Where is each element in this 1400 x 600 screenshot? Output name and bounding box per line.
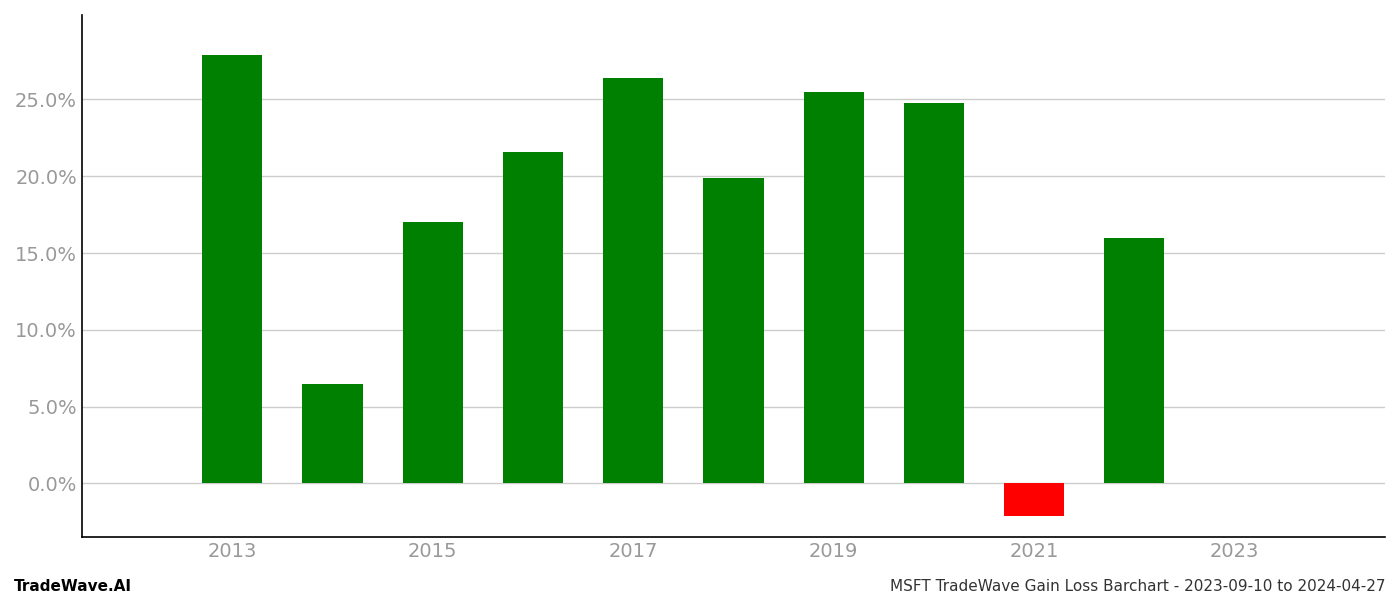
Text: MSFT TradeWave Gain Loss Barchart - 2023-09-10 to 2024-04-27: MSFT TradeWave Gain Loss Barchart - 2023… — [890, 579, 1386, 594]
Bar — [503, 152, 563, 484]
Bar — [804, 92, 864, 484]
Bar — [1105, 238, 1165, 484]
Bar — [302, 383, 363, 484]
Bar — [202, 55, 262, 484]
Bar — [703, 178, 763, 484]
Bar — [904, 103, 965, 484]
Bar — [403, 223, 463, 484]
Text: TradeWave.AI: TradeWave.AI — [14, 579, 132, 594]
Bar — [1004, 484, 1064, 515]
Bar — [603, 78, 664, 484]
